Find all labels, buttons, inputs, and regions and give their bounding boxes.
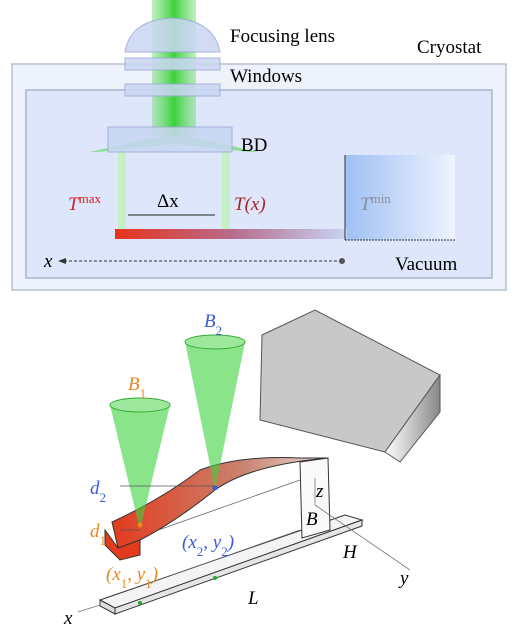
sub: 1: [140, 386, 147, 401]
label: Windows: [230, 66, 302, 87]
guide: [129, 529, 301, 591]
base-side: [114, 519, 363, 615]
label: z: [315, 481, 324, 502]
window: [124, 57, 221, 71]
text: T: [68, 194, 80, 215]
spot: [212, 485, 218, 491]
label: y: [398, 568, 409, 589]
label: Cryostat: [417, 37, 482, 58]
window: [124, 83, 221, 97]
label: x: [43, 251, 53, 272]
label: d2: [90, 478, 106, 505]
label: B2: [204, 311, 222, 338]
sub: 2: [221, 544, 228, 559]
sub: 1: [145, 576, 152, 591]
label: x: [63, 608, 73, 626]
label: T(x): [234, 194, 266, 215]
text: d: [90, 478, 100, 499]
sub: 1: [100, 533, 107, 548]
sup: max: [79, 191, 102, 206]
cone: [110, 405, 170, 530]
label: B1: [128, 374, 146, 401]
origin: [339, 258, 345, 264]
y-axis: [314, 504, 411, 571]
sub: 1: [121, 576, 128, 591]
cone-top: [184, 334, 246, 350]
cold-finger: [345, 155, 455, 240]
sub: 2: [100, 490, 107, 505]
label: Vacuum: [395, 254, 457, 275]
block-side: [384, 373, 441, 463]
label: Δx: [157, 191, 179, 212]
sample: [115, 229, 347, 239]
label: BD: [241, 135, 267, 156]
arrow-head: [58, 258, 66, 264]
text: ): [227, 532, 234, 553]
spot: [213, 576, 217, 580]
cone-top: [109, 397, 171, 413]
label: d1: [90, 521, 106, 548]
x-axis: [77, 604, 101, 613]
text: B: [204, 311, 216, 332]
text: (x: [106, 564, 121, 585]
lens: [124, 17, 221, 53]
cantilever-end: [104, 528, 141, 561]
label: (x2, y2): [182, 532, 234, 559]
label: H: [342, 542, 358, 563]
text: , y: [203, 532, 222, 553]
cone: [185, 342, 245, 490]
label: L: [247, 588, 259, 609]
text: B: [128, 374, 140, 395]
label: Tmax: [68, 191, 101, 216]
text: , y: [127, 564, 146, 585]
spot: [138, 601, 142, 605]
sub: 2: [216, 323, 223, 338]
beam-right: [222, 150, 230, 230]
beam-displacer: [107, 126, 233, 153]
sup: min: [371, 191, 392, 206]
beam-left: [118, 150, 126, 230]
label: (x1, y1): [106, 564, 158, 591]
label: B: [306, 509, 318, 530]
text: ): [151, 564, 158, 585]
sub: 2: [197, 544, 204, 559]
label: Focusing lens: [230, 26, 335, 47]
label: Tmin: [360, 191, 391, 216]
text: T: [360, 194, 372, 215]
spot: [137, 522, 143, 528]
text: d: [90, 521, 100, 542]
text: (x: [182, 532, 197, 553]
